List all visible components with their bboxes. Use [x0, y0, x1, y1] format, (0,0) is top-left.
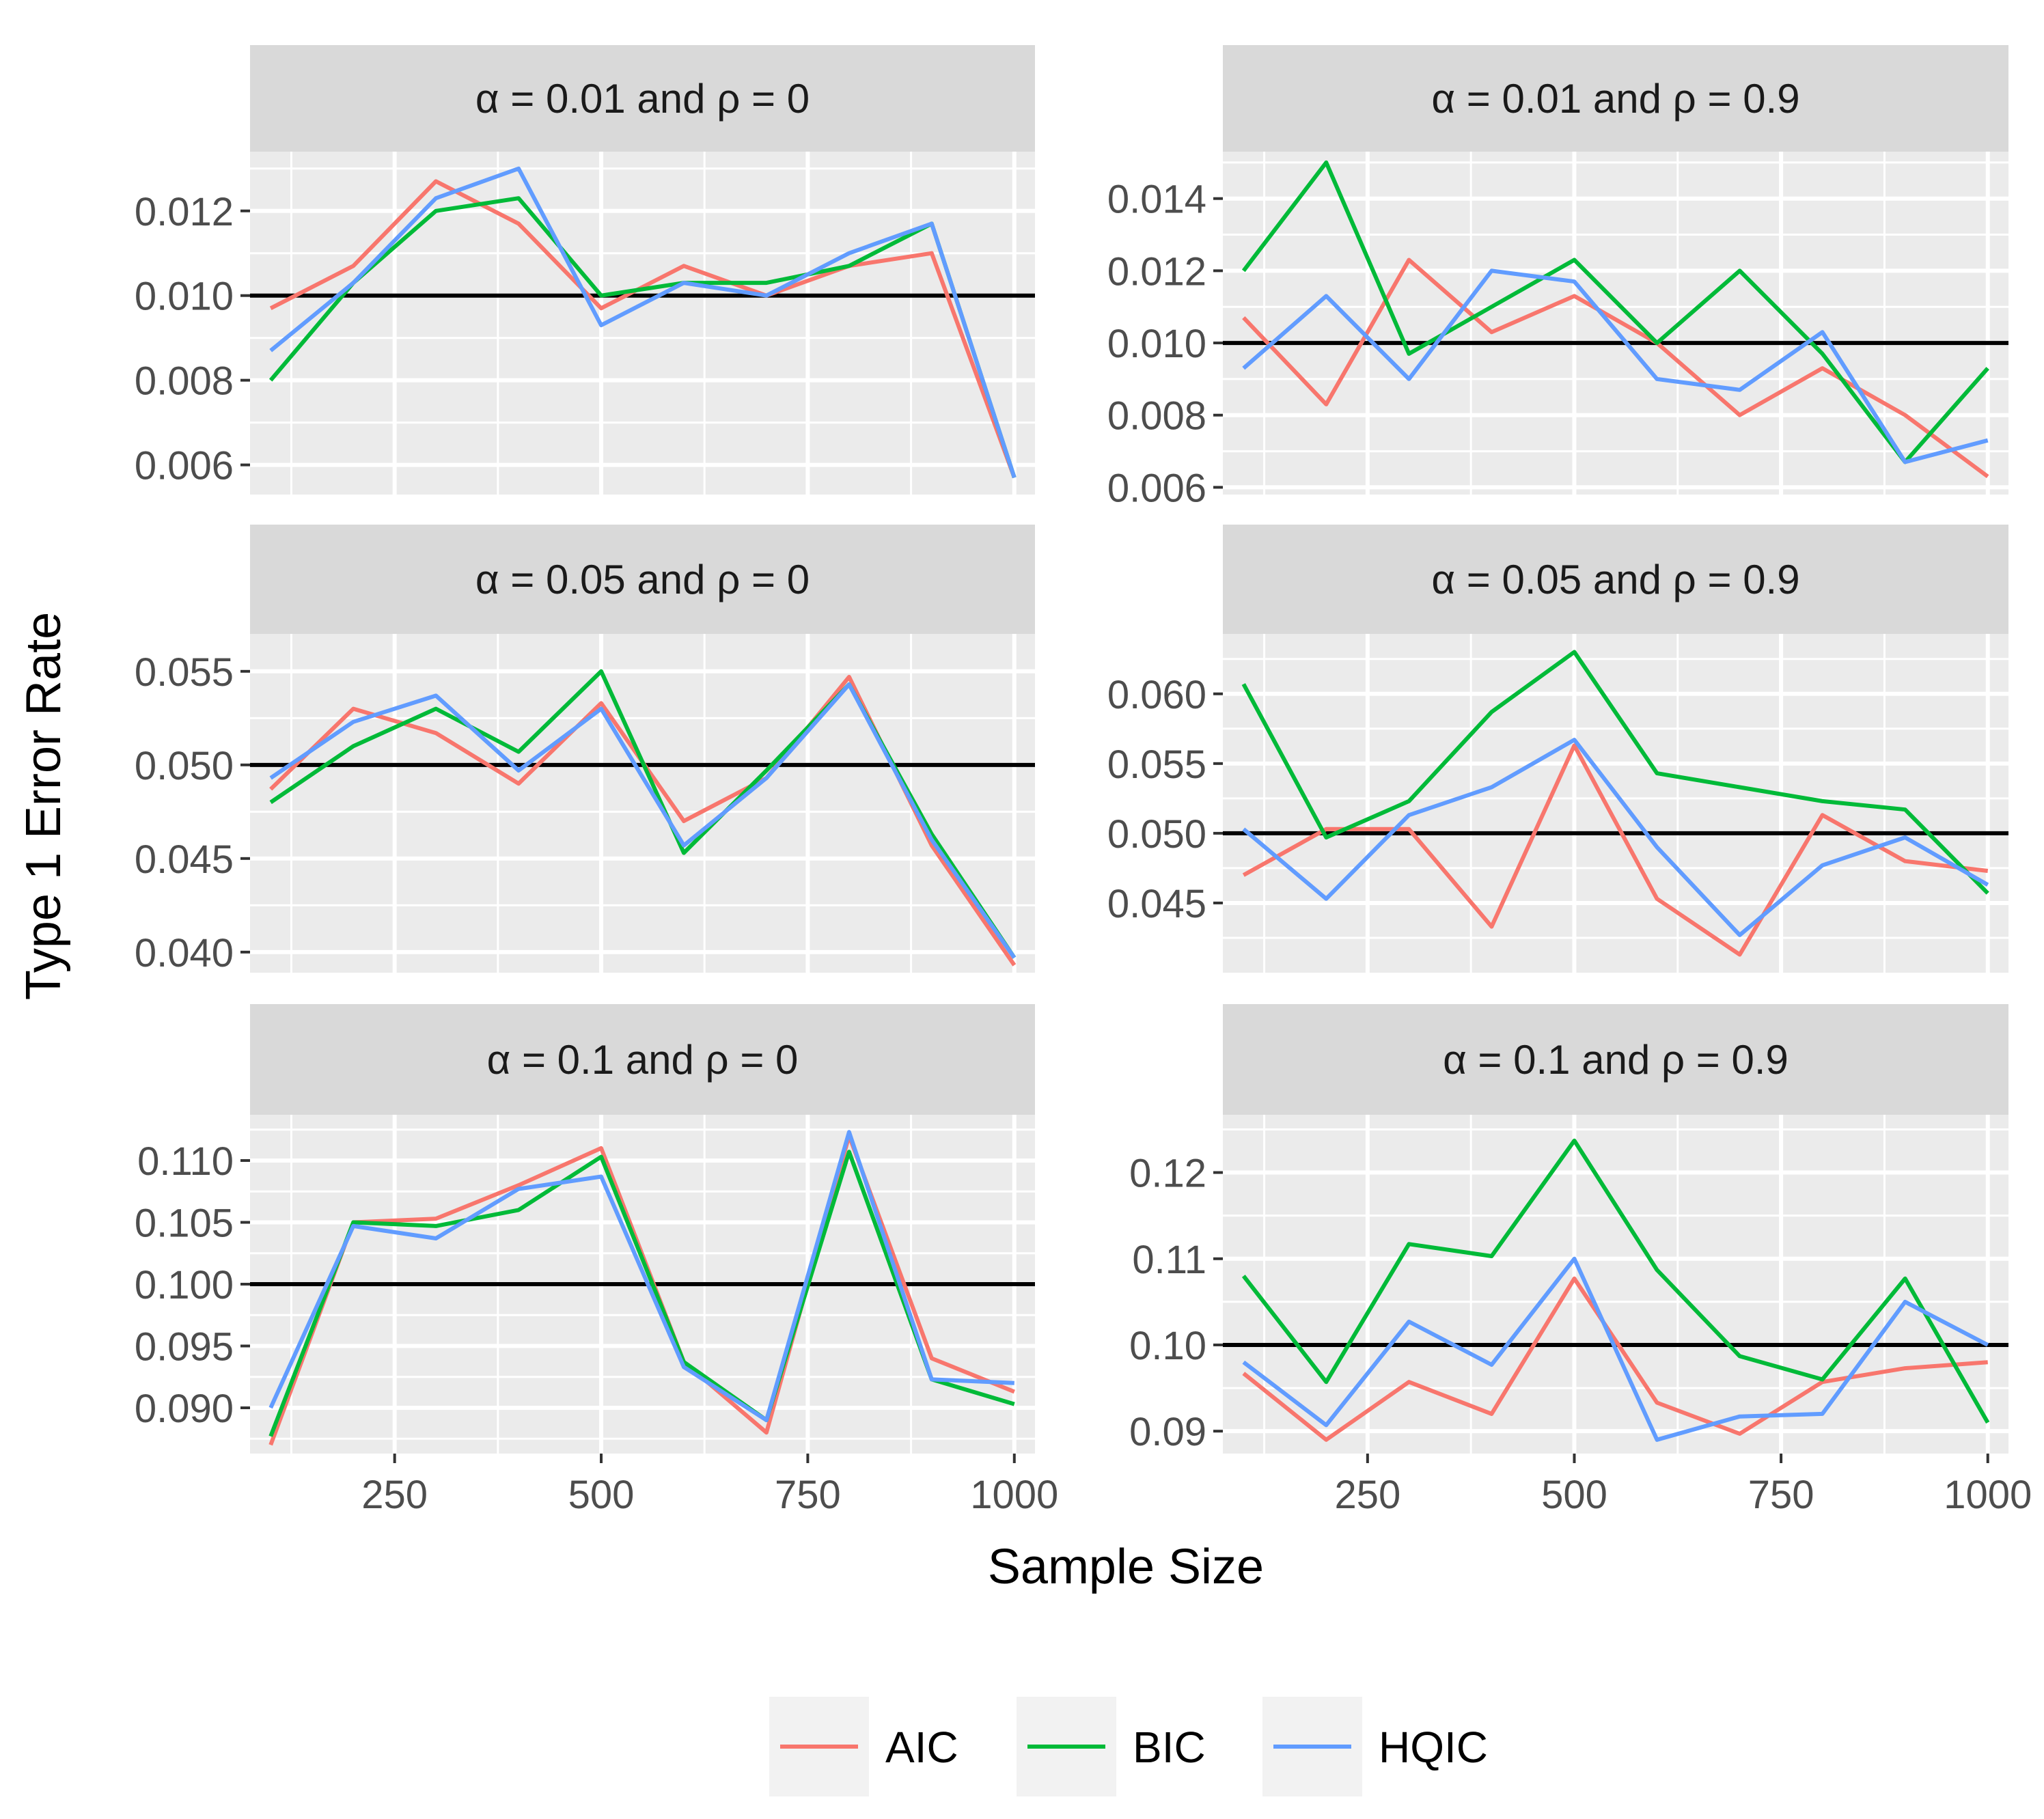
y-tick-label: 0.12: [1129, 1152, 1206, 1196]
y-tick-label: 0.050: [135, 744, 234, 788]
series-line-hqic: [269, 166, 1017, 479]
panel-background: [1223, 634, 2008, 973]
series-line-hqic: [1242, 1256, 1989, 1442]
y-tick-label: 0.040: [135, 931, 234, 975]
panel-3: α = 0.05 and ρ = 0 0.040 0.045 0.050 0.055: [135, 525, 1035, 975]
y-tick-label: 0.012: [1107, 249, 1206, 294]
series-line-aic: [1242, 743, 1989, 957]
legend-label: HQIC: [1379, 1723, 1488, 1772]
y-tick-label: 0.060: [1107, 673, 1206, 717]
y-tick-label: 0.012: [135, 190, 234, 234]
series-line-aic: [1242, 258, 1989, 479]
facet-title: α = 0.01 and ρ = 0.9: [1431, 76, 1799, 122]
y-tick-label: 0.010: [1107, 322, 1206, 366]
x-tick-label: 250: [361, 1473, 428, 1517]
facet-strip: [1223, 45, 2008, 152]
panel-5: α = 0.1 and ρ = 0 0.090 0.095 0.100 0.105 0.1…: [135, 1004, 1058, 1517]
panel-1: α = 0.01 and ρ = 0 0.006 0.008 0.010 0.012: [135, 45, 1035, 495]
y-tick-label: 0.105: [135, 1201, 234, 1245]
y-tick-label: 0.110: [137, 1139, 234, 1184]
y-axis-title: Type 1 Error Rate: [16, 612, 71, 1000]
legend-label: AIC: [885, 1723, 958, 1772]
series-line-bic: [268, 1150, 1015, 1437]
series-line-bic: [1241, 160, 1989, 464]
x-tick-label: 750: [1748, 1473, 1814, 1517]
series-line-hqic: [1242, 738, 1989, 937]
legend-item-aic: AIC: [769, 1697, 958, 1796]
facet-title: α = 0.05 and ρ = 0: [475, 557, 810, 602]
facet-title: α = 0.1 and ρ = 0.9: [1443, 1037, 1788, 1083]
panel-background: [250, 152, 1035, 495]
x-axis-title: Sample Size: [988, 1540, 1264, 1594]
y-tick-label: 0.045: [135, 837, 234, 882]
y-tick-label: 0.090: [135, 1387, 234, 1431]
x-tick-label: 750: [775, 1473, 841, 1517]
x-tick-label: 1000: [970, 1473, 1058, 1517]
y-tick-label: 0.008: [1107, 394, 1206, 439]
legend-label: BIC: [1133, 1723, 1206, 1772]
x-tick-label: 250: [1334, 1473, 1400, 1517]
series-line-aic: [1242, 1276, 1988, 1442]
series-line-hqic: [268, 1130, 1014, 1423]
series-line-bic: [268, 196, 1017, 479]
legend-item-bic: BIC: [1017, 1697, 1206, 1796]
legend: AIC BIC HQIC: [769, 1697, 1488, 1796]
panel-2: α = 0.01 and ρ = 0.9 0.006 0.008 0.010 0.012…: [1107, 45, 2008, 510]
y-tick-label: 0.055: [135, 650, 234, 695]
x-tick-label: 1000: [1944, 1473, 2032, 1517]
y-tick-label: 0.09: [1129, 1410, 1206, 1454]
series-line-bic: [1241, 1138, 1990, 1424]
panel-4: α = 0.05 and ρ = 0.9 0.045 0.050 0.055 0.060: [1107, 525, 2008, 973]
series-line-bic: [1241, 650, 1989, 895]
y-tick-label: 0.11: [1132, 1238, 1206, 1282]
y-tick-label: 0.006: [135, 444, 234, 488]
x-tick-label: 500: [1541, 1473, 1607, 1517]
series-line-hqic: [1242, 268, 1989, 464]
series-line-hqic: [269, 682, 1017, 959]
facet-strip: [1223, 1004, 2008, 1115]
y-tick-label: 0.10: [1129, 1324, 1206, 1368]
facet-title: α = 0.1 and ρ = 0: [487, 1037, 799, 1083]
panel-6: α = 0.1 and ρ = 0.9 0.09 0.10 0.11 0.12 250 50…: [1129, 1004, 2032, 1517]
y-tick-label: 0.008: [135, 359, 234, 404]
y-tick-label: 0.045: [1107, 882, 1206, 926]
y-tick-label: 0.014: [1107, 178, 1206, 222]
panel-background: [1223, 1115, 2008, 1454]
y-tick-label: 0.095: [135, 1325, 234, 1370]
series-line-aic: [269, 179, 1017, 479]
y-tick-label: 0.055: [1107, 742, 1206, 787]
y-tick-label: 0.006: [1107, 466, 1206, 510]
facet-title: α = 0.05 and ρ = 0.9: [1431, 557, 1799, 602]
y-tick-label: 0.050: [1107, 812, 1206, 857]
x-tick-label: 500: [568, 1473, 635, 1517]
y-tick-label: 0.100: [135, 1263, 234, 1307]
facet-strip: [250, 525, 1035, 634]
legend-item-hqic: HQIC: [1262, 1697, 1488, 1796]
facet-title: α = 0.01 and ρ = 0: [475, 76, 810, 122]
panel-background: [250, 634, 1035, 973]
facet-strip: [250, 45, 1035, 152]
facet-strip: [1223, 525, 2008, 634]
facet-strip: [250, 1004, 1035, 1115]
y-tick-label: 0.010: [135, 275, 234, 319]
panels: α = 0.01 and ρ = 00.0060.0080.0100.012α …: [135, 45, 2032, 1517]
